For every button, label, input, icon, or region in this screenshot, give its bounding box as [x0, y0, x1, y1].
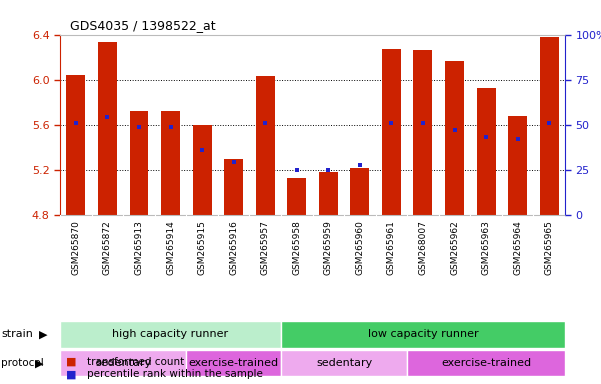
Bar [161, 111, 180, 215]
Text: transformed count: transformed count [87, 357, 185, 367]
Text: GSM265916: GSM265916 [229, 220, 238, 275]
Text: GSM265959: GSM265959 [324, 220, 333, 275]
Bar [60, 321, 281, 348]
Text: GSM265960: GSM265960 [355, 220, 364, 275]
Text: sedentary: sedentary [316, 358, 372, 368]
Text: low capacity runner: low capacity runner [368, 329, 478, 339]
Bar [60, 350, 186, 376]
Text: GSM265957: GSM265957 [261, 220, 270, 275]
Text: GSM265870: GSM265870 [72, 220, 81, 275]
Bar [382, 49, 401, 215]
Text: GSM265961: GSM265961 [387, 220, 396, 275]
Text: sedentary: sedentary [95, 358, 151, 368]
Text: exercise-trained: exercise-trained [441, 358, 531, 368]
Bar [413, 50, 432, 215]
Bar [477, 88, 495, 215]
Text: GSM265872: GSM265872 [103, 220, 112, 275]
Text: exercise-trained: exercise-trained [189, 358, 279, 368]
Bar [256, 76, 275, 215]
Text: GSM268007: GSM268007 [418, 220, 427, 275]
Bar [350, 168, 369, 215]
Text: GSM265913: GSM265913 [135, 220, 144, 275]
Bar [66, 75, 85, 215]
Bar [186, 350, 281, 376]
Text: strain: strain [1, 329, 33, 339]
Bar [508, 116, 527, 215]
Text: ▶: ▶ [39, 329, 47, 339]
Text: GDS4035 / 1398522_at: GDS4035 / 1398522_at [70, 19, 216, 32]
Text: ■: ■ [66, 357, 76, 367]
Bar [540, 37, 558, 215]
Text: ■: ■ [66, 369, 76, 379]
Text: GSM265962: GSM265962 [450, 220, 459, 275]
Text: protocol: protocol [1, 358, 44, 368]
Text: GSM265915: GSM265915 [198, 220, 207, 275]
Text: GSM265958: GSM265958 [292, 220, 301, 275]
Text: GSM265964: GSM265964 [513, 220, 522, 275]
Bar [407, 350, 565, 376]
Bar [319, 172, 338, 215]
Text: GSM265963: GSM265963 [481, 220, 490, 275]
Bar [445, 61, 464, 215]
Bar [192, 125, 212, 215]
Text: GSM265965: GSM265965 [545, 220, 554, 275]
Bar [129, 111, 148, 215]
Text: high capacity runner: high capacity runner [112, 329, 228, 339]
Bar [281, 350, 407, 376]
Bar [281, 321, 565, 348]
Bar [98, 43, 117, 215]
Bar [287, 178, 306, 215]
Text: ▶: ▶ [35, 358, 43, 368]
Bar [224, 159, 243, 215]
Text: GSM265914: GSM265914 [166, 220, 175, 275]
Text: percentile rank within the sample: percentile rank within the sample [87, 369, 263, 379]
